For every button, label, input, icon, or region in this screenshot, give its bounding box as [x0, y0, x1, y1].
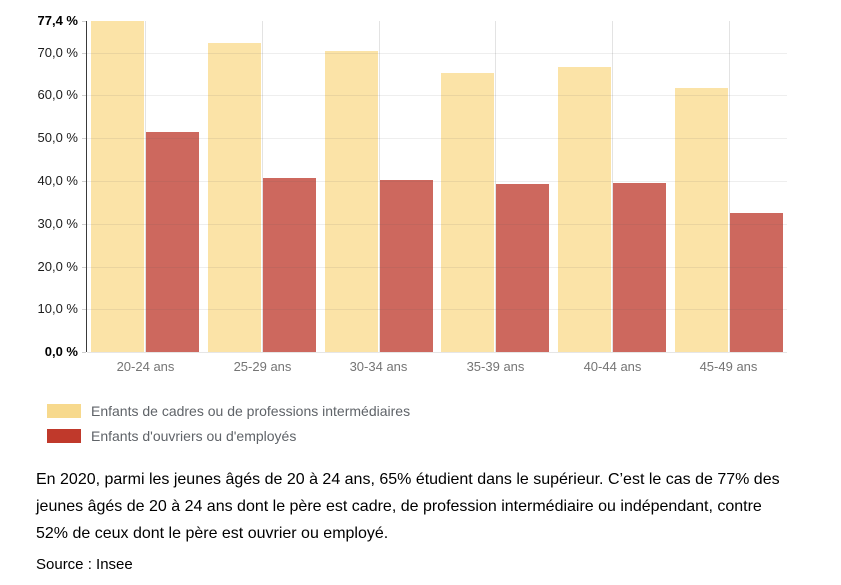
y-tick-mark: [82, 52, 86, 54]
horizontal-gridline: [87, 309, 787, 311]
x-tick-label: 30-34 ans: [349, 359, 408, 374]
x-tick-label: 40-44 ans: [583, 359, 642, 374]
bar-cadres-40-44 ans[interactable]: [558, 66, 611, 352]
x-tick-label: 45-49 ans: [699, 359, 758, 374]
bar-ouvriers-35-39 ans[interactable]: [496, 183, 549, 352]
y-tick-mark: [82, 21, 86, 22]
y-tick-label: 70,0 %: [37, 44, 78, 60]
caption-paragraph: En 2020, parmi les jeunes âgés de 20 à 2…: [36, 471, 780, 542]
x-axis-baseline: [87, 352, 787, 353]
bar-cadres-20-24 ans[interactable]: [91, 21, 144, 352]
legend-item: Enfants d'ouvriers ou d'employés: [47, 428, 410, 444]
source-label: Source : Insee: [36, 556, 133, 573]
bar-cadres-25-29 ans[interactable]: [208, 42, 261, 352]
legend-label: Enfants d'ouvriers ou d'employés: [91, 428, 297, 444]
bar-ouvriers-25-29 ans[interactable]: [263, 177, 316, 352]
y-axis-line: [86, 21, 87, 352]
y-tick-label: 0,0 %: [44, 344, 78, 359]
horizontal-gridline: [87, 180, 787, 182]
legend: Enfants de cadres ou de professions inte…: [47, 403, 410, 453]
vertical-gridline: [379, 21, 380, 352]
horizontal-gridline: [87, 223, 787, 225]
x-tick-label: 25-29 ans: [233, 359, 292, 374]
y-tick-mark: [82, 352, 86, 353]
y-tick-mark: [82, 95, 86, 97]
plot-area: [87, 21, 787, 352]
x-tick-label: 20-24 ans: [116, 359, 175, 374]
bar-cadres-35-39 ans[interactable]: [441, 72, 494, 352]
vertical-gridline: [262, 21, 263, 352]
horizontal-gridline: [87, 138, 787, 140]
y-tick-label: 50,0 %: [37, 130, 78, 146]
grouped-column-chart: 77,4 % 70,0 % 60,0 % 50,0 % 40,0 % 30,0 % 20,0…: [37, 13, 787, 444]
bar-cadres-30-34 ans[interactable]: [325, 51, 378, 352]
x-tick-label: 35-39 ans: [466, 359, 525, 374]
y-tick-label: 30,0 %: [37, 215, 78, 231]
y-tick-mark: [82, 309, 86, 311]
horizontal-gridline: [87, 95, 787, 97]
y-tick-mark: [82, 180, 86, 182]
legend-swatch-ouvriers: [47, 429, 81, 443]
y-tick-mark: [82, 223, 86, 225]
y-tick-mark: [82, 138, 86, 140]
legend-item: Enfants de cadres ou de professions inte…: [47, 403, 410, 419]
y-tick-label: 40,0 %: [37, 172, 78, 188]
bar-ouvriers-40-44 ans[interactable]: [613, 182, 666, 352]
y-tick-label: 77,4 %: [37, 13, 78, 28]
bar-ouvriers-20-24 ans[interactable]: [146, 131, 199, 352]
vertical-gridline: [145, 21, 146, 352]
y-tick-label: 60,0 %: [37, 87, 78, 103]
legend-swatch-cadres: [47, 404, 81, 418]
y-tick-label: 20,0 %: [37, 258, 78, 274]
vertical-gridline: [612, 21, 613, 352]
y-tick-mark: [82, 266, 86, 268]
bar-ouvriers-30-34 ans[interactable]: [380, 180, 433, 352]
vertical-gridline: [729, 21, 730, 352]
vertical-gridline: [495, 21, 496, 352]
horizontal-gridline: [87, 266, 787, 268]
bar-cadres-45-49 ans[interactable]: [675, 87, 728, 352]
y-tick-label: 10,0 %: [37, 301, 78, 317]
bar-ouvriers-45-49 ans[interactable]: [730, 213, 783, 352]
horizontal-gridline: [87, 52, 787, 54]
legend-label: Enfants de cadres ou de professions inte…: [91, 403, 411, 419]
